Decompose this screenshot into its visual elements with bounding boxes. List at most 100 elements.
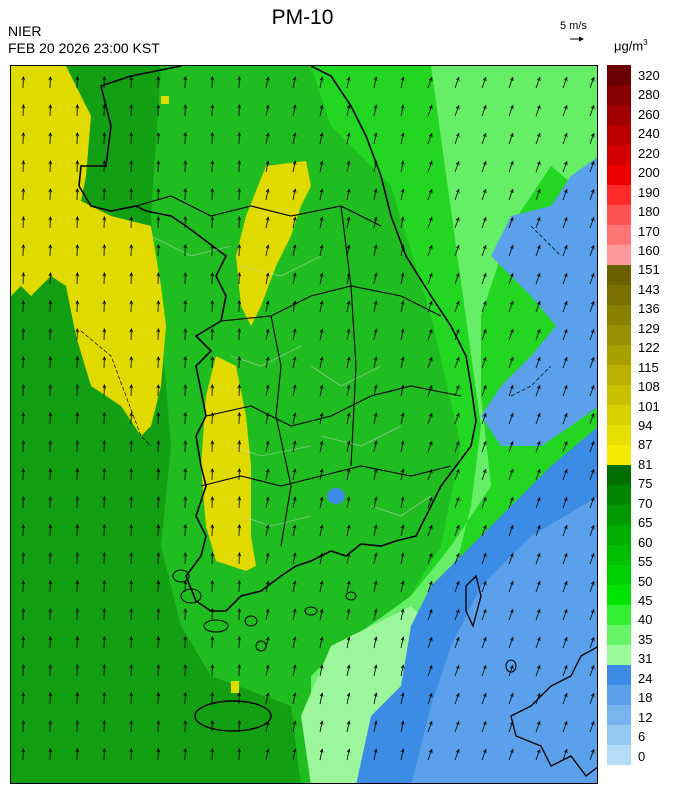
wind-vector [508,441,514,453]
wind-vector [454,245,460,257]
wind-vector-head [210,636,215,641]
wind-vector-field [21,76,595,761]
wind-vector [265,329,269,341]
wind-vector-head [265,664,270,669]
wind-vector-head [564,272,568,278]
wind-vector-head [429,328,433,334]
wind-vector [292,469,296,481]
wind-vector-head [183,440,188,445]
wind-vector-head [210,748,215,753]
wind-vector-head [400,244,405,249]
wind-vector-head [456,608,460,614]
wind-vector [319,553,323,565]
wind-vector [589,497,595,509]
wind-vector [400,609,404,621]
legend-tick-label: 50 [638,573,653,589]
wind-vector [427,609,433,621]
wind-vector-head [400,160,405,165]
wind-vector-head [265,216,270,221]
wind-vector [292,77,296,89]
wind-vector [373,469,377,481]
legend-swatch [607,85,631,105]
wind-vector-head [456,104,460,110]
wind-vector [589,329,595,341]
wind-vector-head [102,496,107,501]
wind-vector-head [591,216,595,222]
wind-vector-head [156,272,161,277]
wind-vector-head [483,272,487,278]
legend-tick-label: 0 [638,748,646,764]
wind-vector-head [102,580,107,585]
wind-vector-head [429,468,433,474]
wind-vector-head [102,328,107,333]
wind-vector-head [265,552,270,557]
wind-vector-head [510,552,514,558]
wind-vector-head [456,76,460,82]
wind-vector-head [292,384,297,389]
wind-vector [319,693,323,705]
wind-vector [346,665,350,677]
wind-vector [589,721,595,733]
wind-vector-head [183,272,188,277]
wind-vector-head [237,328,242,333]
wind-vector [265,105,269,117]
unit-exponent: 3 [643,38,648,47]
wind-vector-head [21,300,26,305]
wind-vector [508,161,514,173]
wind-vector-head [319,412,324,417]
wind-vector-head [319,188,324,193]
wind-vector-head [183,356,188,361]
wind-vector-head [373,636,378,641]
wind-vector-head [373,104,378,109]
legend-swatch [607,525,631,545]
wind-vector-head [483,468,487,474]
wind-vector-head [183,76,188,81]
wind-vector-head [564,440,568,446]
wind-vector [562,133,568,145]
wind-vector-head [429,272,433,278]
wind-vector [292,329,296,341]
wind-vector [562,245,568,257]
wind-vector-head [21,720,26,725]
wind-vector-head [510,188,514,194]
wind-vector [535,749,541,761]
wind-vector [319,273,323,285]
wind-vector-head [373,468,378,473]
wind-vector [481,413,487,425]
wind-vector [265,637,269,649]
wind-vector-head [510,328,514,334]
wind-vector-head [510,468,514,474]
wind-vector-head [237,720,242,725]
wind-vector-head [537,160,541,166]
wind-vector-head [292,468,297,473]
wind-vector-head [292,524,297,529]
wind-vector-head [21,188,26,193]
wind-vector-head [429,300,433,306]
wind-vector [589,273,595,285]
wind-vector [265,609,269,621]
wind-vector-head [21,552,26,557]
wind-vector [265,693,269,705]
legend-tick-label: 94 [638,418,653,433]
wind-vector-head [591,664,595,670]
wind-vector [400,161,404,173]
wind-vector-head [456,328,460,334]
wind-vector-head [373,356,378,361]
wind-vector [265,385,269,397]
wind-vector-head [483,412,487,418]
wind-vector-head [102,216,107,221]
pm10-map[interactable] [10,65,598,784]
wind-vector [589,217,595,229]
wind-vector [562,665,568,677]
wind-vector-head [510,664,514,670]
wind-vector [535,693,541,705]
wind-vector [535,497,541,509]
wind-vector-head [48,748,53,753]
wind-vector-head [21,272,26,277]
wind-vector-head [75,412,80,417]
wind-vector [319,77,323,89]
wind-vector-head [48,188,53,193]
wind-vector-head [129,160,134,165]
wind-vector-head [483,160,487,166]
wind-vector-head [183,300,188,305]
